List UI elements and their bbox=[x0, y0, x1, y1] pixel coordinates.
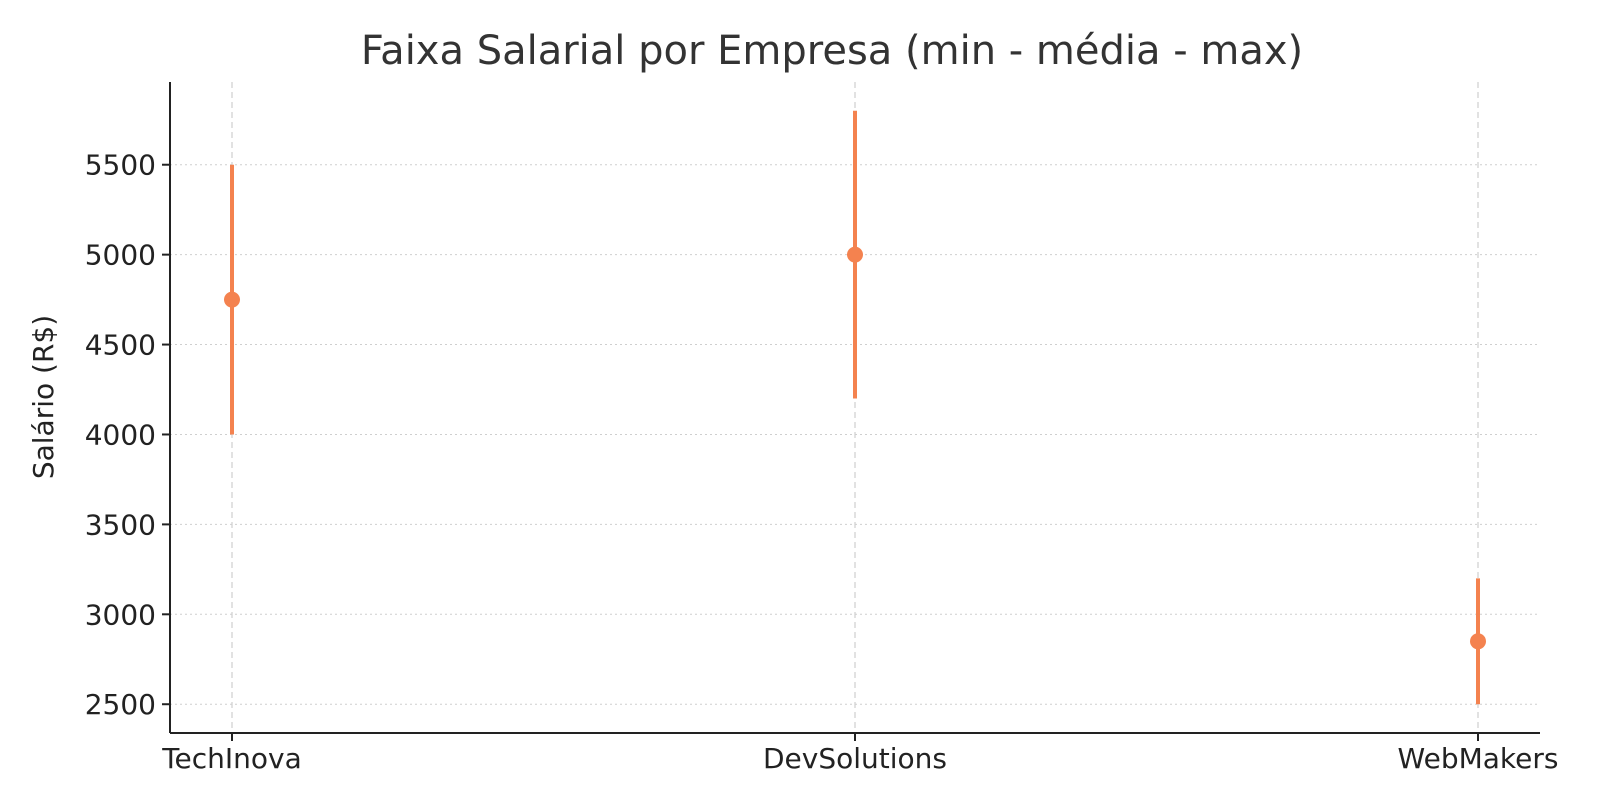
mean-point bbox=[224, 291, 240, 308]
chart-title: Faixa Salarial por Empresa (min - média … bbox=[361, 28, 1303, 74]
mean-point bbox=[847, 246, 863, 263]
y-tick-label: 2500 bbox=[85, 688, 156, 721]
y-tick-label: 4500 bbox=[85, 329, 156, 362]
mean-point bbox=[1470, 633, 1486, 650]
label-layer: 2500 3000 3500 4000 4500 5000 5500 TechInova Dev… bbox=[85, 149, 1559, 775]
y-tick-label: 5500 bbox=[85, 149, 156, 182]
y-tick-label: 3500 bbox=[85, 508, 156, 541]
y-tick-label: 3000 bbox=[85, 598, 156, 631]
axis-layer bbox=[162, 82, 1540, 741]
x-tick-label: WebMakers bbox=[1398, 742, 1559, 775]
x-tick-label: TechInova bbox=[161, 742, 302, 775]
y-tick-label: 4000 bbox=[85, 418, 156, 451]
y-axis-label: Salário (R$) bbox=[27, 315, 60, 479]
y-tick-label: 5000 bbox=[85, 239, 156, 272]
x-tick-label: DevSolutions bbox=[763, 742, 947, 775]
series-layer bbox=[224, 110, 1486, 705]
